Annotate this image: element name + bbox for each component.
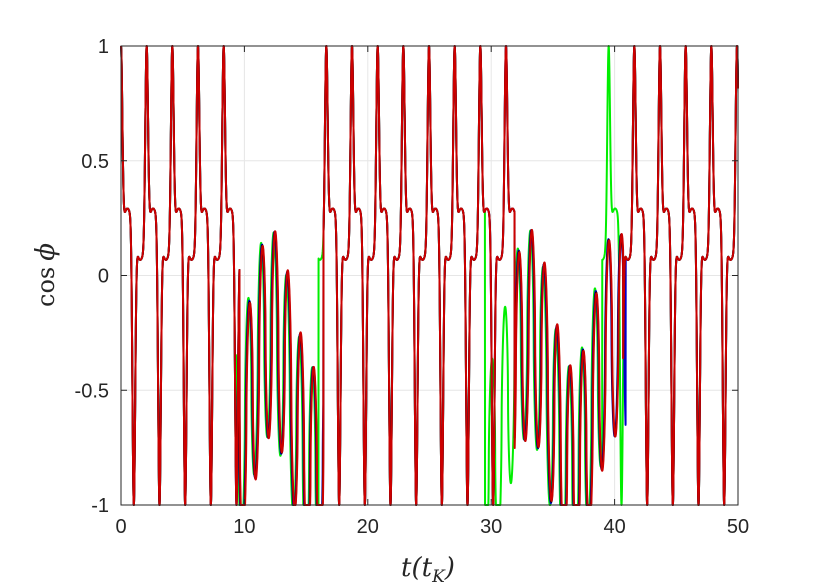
x-tick-label-2: 20 [357,516,379,538]
series-layer [120,45,739,506]
x-tick-label-1: 10 [233,516,255,538]
x-tick-label-3: 30 [480,516,502,538]
series-line-3 [120,45,739,506]
x-axis-label: t(tK) [401,553,455,587]
x-tick-label-0: 0 [115,516,126,538]
x-tick-label-5: 50 [727,516,749,538]
tick-labels: 0 10 20 30 40 50 -1 -0.5 0 0.5 1 [75,36,750,538]
y-tick-label-4: 1 [98,36,109,58]
x-tick-label-4: 40 [603,516,625,538]
y-tick-label-0: -1 [91,495,109,517]
y-tick-label-1: -0.5 [75,380,109,402]
y-tick-label-2: 0 [98,266,109,288]
ticks [120,45,739,506]
y-axis-label: cosϕ [31,243,61,307]
y-tick-label-3: 0.5 [81,151,109,173]
